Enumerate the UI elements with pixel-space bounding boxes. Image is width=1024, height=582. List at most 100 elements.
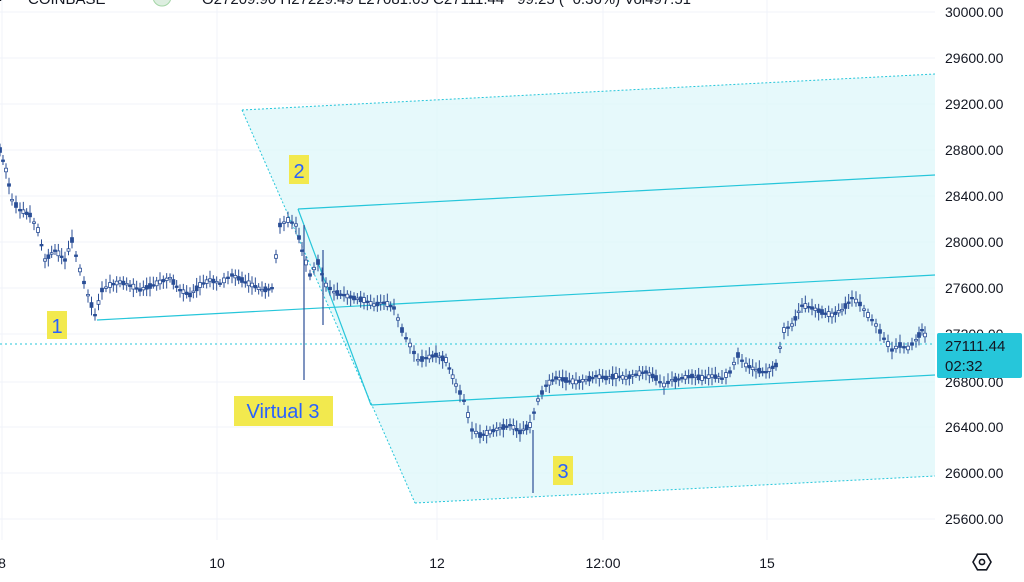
- candle-body: [86, 293, 90, 297]
- candle-body: [560, 377, 565, 382]
- annotation-3[interactable]: 3: [553, 456, 573, 485]
- candle-body: [744, 362, 748, 368]
- candle-body: [59, 255, 64, 258]
- candle-body: [253, 285, 258, 289]
- candle-body: [114, 280, 119, 286]
- candle-body: [250, 282, 254, 288]
- candle-body: [427, 354, 432, 360]
- candle-body: [607, 376, 612, 379]
- candle-body: [263, 286, 268, 293]
- candle-body: [466, 412, 470, 418]
- candle-body: [630, 374, 635, 377]
- candle-body: [408, 342, 412, 348]
- candle-body: [830, 312, 834, 318]
- candle-body: [10, 198, 14, 202]
- candle-body: [270, 286, 274, 290]
- candle-body: [74, 254, 78, 257]
- candle-body: [412, 350, 416, 355]
- candle-body: [878, 329, 882, 334]
- candle-body: [524, 424, 529, 431]
- channel-line-top[interactable]: [297, 174, 936, 210]
- candle-body: [348, 295, 353, 299]
- candle-body: [816, 308, 821, 313]
- candle-body: [650, 373, 655, 379]
- time-axis[interactable]: 8 10 12 12:00 15: [0, 555, 775, 571]
- candle-body: [131, 283, 136, 290]
- candle-body: [740, 359, 744, 362]
- candle-body: [194, 285, 199, 292]
- candle-body: [540, 390, 544, 395]
- candle-body: [604, 375, 608, 381]
- candle-body: [862, 308, 866, 311]
- candle-body: [437, 355, 442, 358]
- candle-body: [134, 287, 139, 290]
- candle-body: [0, 147, 2, 153]
- candle-body: [764, 370, 768, 374]
- candlestick-series[interactable]: [0, 143, 927, 493]
- candle-body: [440, 355, 445, 362]
- candle-body: [434, 352, 438, 358]
- candle-body: [610, 373, 615, 380]
- candle-body: [161, 279, 166, 283]
- candle-body: [536, 398, 540, 402]
- candle-body: [365, 300, 370, 303]
- candle-body: [710, 374, 714, 378]
- candle-body: [188, 292, 192, 298]
- candle-body: [654, 375, 658, 381]
- candle-body: [342, 293, 346, 297]
- candle-body: [352, 295, 356, 301]
- candle-body: [171, 279, 176, 285]
- candle-body: [297, 235, 301, 240]
- candle-body: [378, 301, 383, 305]
- settings-hex-icon[interactable]: [972, 553, 992, 571]
- price-tick-label: 25600.00: [945, 511, 1004, 527]
- legend-exchange: COINBASE: [28, 0, 106, 8]
- channel-left-dotted: [241, 109, 416, 504]
- candle-body: [640, 371, 645, 374]
- candle-body: [148, 283, 152, 289]
- candle-body: [400, 327, 404, 333]
- symbol-legend[interactable]: · COINBASE O27209.90 H27229.49 L27081.05…: [0, 0, 691, 8]
- candle-body: [790, 323, 794, 327]
- candle-body: [7, 183, 11, 187]
- candle-body: [550, 379, 555, 382]
- candle-body: [382, 301, 386, 304]
- candle-body: [164, 277, 169, 281]
- candle-body: [481, 433, 486, 436]
- candle-body: [478, 432, 482, 438]
- candle-body: [736, 352, 740, 358]
- candle-body: [716, 376, 721, 379]
- candle-body: [658, 381, 662, 384]
- annotation-virtual-3[interactable]: Virtual 3: [234, 396, 333, 426]
- candle-body: [676, 378, 681, 381]
- price-tick-label: 29200.00: [945, 96, 1004, 112]
- channel-line-middle[interactable]: [96, 274, 936, 321]
- channel-diagonal[interactable]: [297, 208, 372, 406]
- candle-body: [806, 305, 811, 309]
- candle-body: [584, 378, 588, 382]
- candle-body: [282, 221, 286, 224]
- annotation-1[interactable]: 1: [47, 311, 67, 339]
- candle-body: [246, 280, 251, 287]
- candle-body: [902, 346, 906, 349]
- candle-body: [204, 279, 209, 284]
- candle-body: [760, 370, 765, 374]
- candle-body: [201, 282, 206, 285]
- annotation-2[interactable]: 2: [289, 155, 309, 184]
- candle-body: [686, 375, 691, 379]
- candle-body: [501, 424, 506, 430]
- candle-body: [703, 376, 708, 379]
- candle-body: [338, 293, 343, 296]
- candle-body: [420, 356, 424, 362]
- candle-body: [236, 276, 241, 281]
- legend-ohlc: O27209.90 H27229.49 L27081.05 C27111.44 …: [202, 0, 691, 8]
- candle-body: [345, 293, 350, 299]
- candle-body: [4, 167, 8, 173]
- annotation-3-text: 3: [557, 461, 568, 483]
- candle-body: [243, 281, 248, 284]
- candle-body: [670, 378, 674, 382]
- price-axis[interactable]: 30000.00 29600.00 29200.00 28800.00 28400.00…: [945, 4, 1004, 527]
- candle-body: [747, 365, 752, 369]
- candle-body: [750, 366, 755, 370]
